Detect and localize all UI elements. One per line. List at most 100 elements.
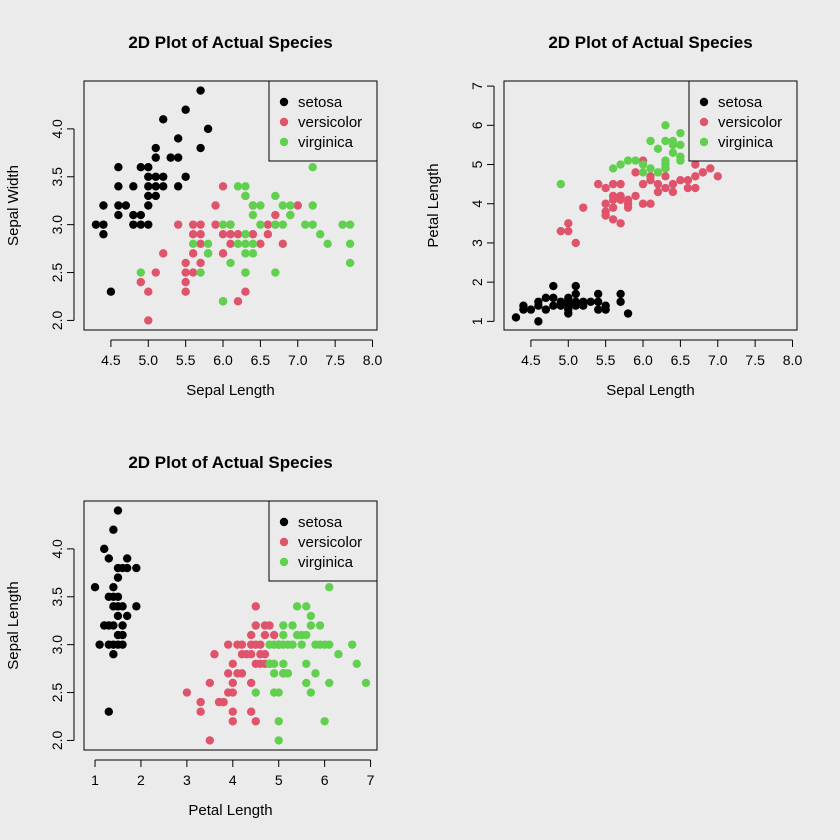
- y-tick-label: 4.0: [49, 539, 65, 559]
- data-point: [226, 239, 235, 249]
- series-virginica: [556, 121, 685, 189]
- data-point: [320, 717, 329, 726]
- data-point: [196, 143, 205, 153]
- data-point: [136, 277, 146, 287]
- data-point: [315, 621, 325, 630]
- data-point: [661, 183, 670, 193]
- legend-marker: [279, 137, 289, 147]
- data-point: [638, 168, 648, 177]
- data-point: [260, 630, 270, 640]
- data-point: [661, 121, 670, 130]
- data-point: [151, 268, 160, 277]
- data-point: [188, 268, 198, 277]
- data-point: [129, 210, 138, 220]
- data-point: [608, 203, 618, 212]
- data-point: [196, 697, 205, 707]
- data-point: [271, 268, 280, 277]
- data-point: [579, 297, 588, 306]
- data-point: [113, 611, 123, 621]
- data-point: [196, 268, 205, 277]
- y-axis-label: Sepal Length: [5, 581, 22, 669]
- data-point: [196, 707, 205, 716]
- data-point: [306, 621, 316, 630]
- data-point: [263, 230, 273, 239]
- legend-marker: [699, 117, 709, 127]
- data-point: [541, 293, 551, 303]
- scatter-panel: 2D Plot of Actual Species 1 2 3 4 5 6 7 2.0 2.5 3.…: [5, 453, 378, 819]
- y-tick-label: 4: [469, 200, 485, 208]
- series-virginica: [136, 143, 370, 306]
- data-point: [251, 717, 260, 726]
- legend-entry: virginica: [298, 134, 354, 151]
- data-point: [159, 182, 168, 191]
- x-tick-label: 7.0: [708, 352, 728, 368]
- data-point: [132, 602, 141, 611]
- legend-marker: [279, 97, 289, 107]
- legend-entry: setosa: [298, 514, 343, 531]
- data-point: [601, 207, 610, 216]
- data-point: [248, 210, 258, 220]
- data-point: [99, 220, 108, 229]
- series-setosa: [91, 86, 213, 296]
- data-point: [646, 199, 655, 208]
- data-point: [571, 281, 580, 291]
- data-point: [91, 220, 101, 229]
- data-point: [118, 621, 127, 630]
- plot-frame: [503, 80, 798, 331]
- data-point: [534, 297, 543, 306]
- data-point: [237, 669, 247, 678]
- data-point: [256, 220, 265, 229]
- y-tick-label: 3.0: [49, 635, 65, 655]
- data-point: [144, 287, 153, 296]
- data-point: [181, 268, 190, 277]
- x-tick-label: 5.0: [139, 352, 159, 368]
- x-tick-label: 7.5: [745, 352, 765, 368]
- data-point: [325, 582, 334, 592]
- data-point: [593, 179, 603, 189]
- data-point: [118, 602, 127, 611]
- data-point: [352, 659, 361, 669]
- data-point: [274, 688, 283, 697]
- data-point: [616, 179, 625, 189]
- y-tick-label: 1: [469, 317, 485, 325]
- data-point: [676, 152, 685, 161]
- data-point: [288, 621, 297, 630]
- data-point: [691, 160, 700, 169]
- data-point: [233, 239, 243, 249]
- data-point: [159, 172, 168, 181]
- data-point: [556, 179, 566, 189]
- data-point: [228, 678, 237, 688]
- data-point: [683, 176, 693, 185]
- x-tick-label: 8.0: [783, 352, 803, 368]
- data-point: [308, 162, 317, 172]
- data-point: [181, 258, 190, 268]
- data-point: [151, 172, 160, 181]
- data-point: [248, 239, 258, 249]
- data-point: [334, 650, 343, 659]
- x-tick-label: 2: [137, 772, 145, 788]
- data-point: [151, 182, 160, 191]
- data-point: [676, 140, 685, 150]
- data-point: [129, 182, 138, 191]
- y-tick-label: 2.5: [49, 683, 65, 703]
- data-point: [159, 249, 168, 258]
- data-point: [151, 143, 160, 153]
- x-tick-label: 7.0: [288, 352, 308, 368]
- data-point: [218, 249, 228, 258]
- data-point: [121, 201, 131, 210]
- data-point: [698, 168, 708, 177]
- data-point: [173, 134, 183, 143]
- data-point: [256, 640, 265, 649]
- data-point: [676, 176, 685, 185]
- data-point: [601, 301, 610, 310]
- data-point: [181, 105, 190, 114]
- data-point: [571, 238, 580, 248]
- y-tick-label: 3.5: [49, 167, 65, 187]
- data-point: [661, 136, 670, 146]
- data-point: [274, 717, 283, 726]
- data-point: [144, 316, 153, 325]
- chart-title: 2D Plot of Actual Species: [128, 453, 332, 472]
- data-point: [196, 239, 205, 249]
- data-point: [279, 659, 288, 669]
